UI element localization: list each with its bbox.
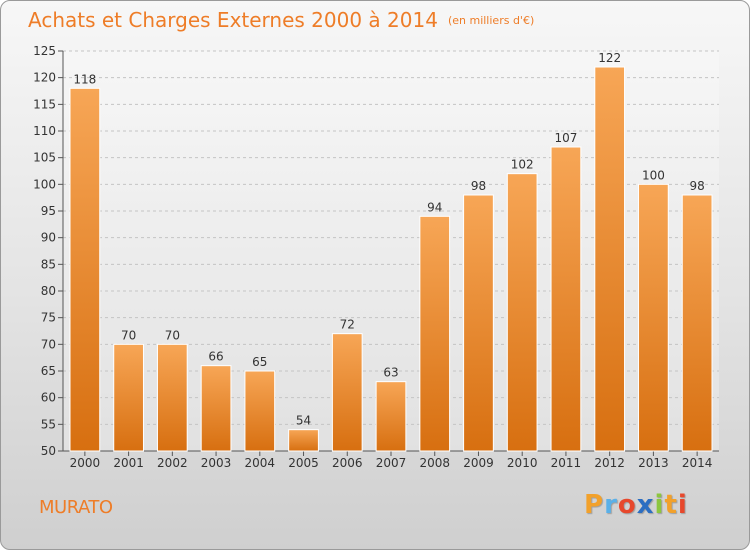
chart-title: Achats et Charges Externes 2000 à 2014 (e… <box>28 8 534 32</box>
x-tick-label: 2006 <box>332 456 363 470</box>
bar-2005 <box>288 429 319 452</box>
bars <box>69 66 713 452</box>
bar-value-label: 98 <box>471 179 486 193</box>
bar-value-label: 63 <box>383 366 398 380</box>
bar-value-label: 54 <box>296 414 311 428</box>
bar-value-label: 65 <box>252 355 267 369</box>
chart-unit: (en milliers d'€) <box>447 14 535 27</box>
y-tick-label: 110 <box>33 124 56 138</box>
bar-value-label: 94 <box>427 200 442 214</box>
x-tick-label: 2009 <box>463 456 494 470</box>
x-tick-label: 2002 <box>157 456 188 470</box>
x-tick-label: 2005 <box>288 456 319 470</box>
logo-letter: o <box>617 490 637 520</box>
bar-value-label: 122 <box>598 51 621 65</box>
bar-value-label: 72 <box>340 318 355 332</box>
y-tick-label: 55 <box>41 417 56 431</box>
y-tick-label: 85 <box>41 257 56 271</box>
y-tick-label: 50 <box>41 444 56 458</box>
bar-value-label: 118 <box>73 72 96 86</box>
y-tick-label: 100 <box>33 177 56 191</box>
y-tick-label: 70 <box>41 337 56 351</box>
y-tick-label: 115 <box>33 97 56 111</box>
chart-title-text: Achats et Charges Externes 2000 à 2014 <box>28 8 438 32</box>
x-tick-label: 2008 <box>419 456 450 470</box>
bar-2000 <box>69 87 101 452</box>
x-tick-label: 2001 <box>113 456 144 470</box>
y-tick-label: 95 <box>41 204 56 218</box>
bar-2001 <box>113 343 144 452</box>
bar-value-label: 66 <box>208 350 223 364</box>
bar-2010 <box>506 173 538 452</box>
logo-letter: i <box>654 490 665 520</box>
bar-2011 <box>550 146 582 452</box>
logo-letter: r <box>604 490 618 520</box>
bar-2013 <box>638 183 669 452</box>
bar-2009 <box>463 194 494 452</box>
bar-2003 <box>200 365 232 452</box>
labels: 50 55 60 65 70 75 80 85 90 95 100 105 110 115 120 125 11… <box>33 44 712 470</box>
x-tick-label: 2012 <box>594 456 625 470</box>
commune-name: MURATO <box>39 497 113 518</box>
y-tick-label: 60 <box>41 391 56 405</box>
y-tick-label: 75 <box>41 311 56 325</box>
x-tick-label: 2007 <box>376 456 407 470</box>
bar-2006 <box>331 333 363 452</box>
bar-2004 <box>244 370 276 452</box>
y-tick-label: 125 <box>33 44 56 58</box>
x-tick-label: 2003 <box>201 456 232 470</box>
logo-letter: i <box>677 490 688 520</box>
bar-value-label: 107 <box>554 131 577 145</box>
bar-2008 <box>419 215 451 452</box>
y-tick-label: 65 <box>41 364 56 378</box>
bar-value-label: 102 <box>511 158 534 172</box>
bar-2007 <box>375 381 407 452</box>
bar-2014 <box>681 194 713 452</box>
x-tick-label: 2011 <box>551 456 582 470</box>
bar-2002 <box>156 343 188 452</box>
x-tick-label: 2014 <box>682 456 713 470</box>
bar-value-label: 100 <box>642 168 665 182</box>
proxiti-logo: Proxiti <box>584 490 688 520</box>
bar-2012 <box>594 66 626 452</box>
bar-value-label: 98 <box>689 179 704 193</box>
logo-letter: t <box>664 490 678 520</box>
y-tick-label: 120 <box>33 71 56 85</box>
logo-letter: P <box>584 490 605 520</box>
x-tick-label: 2010 <box>507 456 538 470</box>
y-tick-label: 105 <box>33 151 56 165</box>
y-tick-label: 80 <box>41 284 56 298</box>
x-tick-label: 2000 <box>70 456 101 470</box>
bar-value-label: 70 <box>165 328 180 342</box>
x-tick-label: 2004 <box>245 456 276 470</box>
bar-value-label: 70 <box>121 328 136 342</box>
x-tick-label: 2013 <box>638 456 669 470</box>
y-tick-label: 90 <box>41 231 56 245</box>
logo-letter: x <box>636 490 655 520</box>
